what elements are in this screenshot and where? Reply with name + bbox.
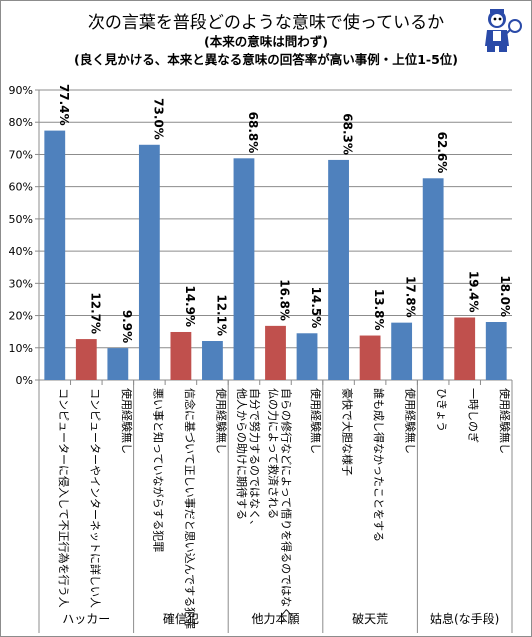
bar bbox=[138, 144, 160, 380]
category-label: コンピューターやインターネットに詳しい人 bbox=[88, 388, 102, 608]
y-tick-label: 60% bbox=[9, 181, 33, 194]
y-tick-label: 40% bbox=[9, 245, 33, 258]
category-label: 使用経験無し bbox=[120, 388, 134, 454]
bar bbox=[422, 178, 444, 380]
chart-subtitle: (本来の意味は問わず) bbox=[204, 34, 328, 49]
data-label: 17.8% bbox=[404, 276, 418, 318]
group-label: 確信犯 bbox=[163, 611, 199, 626]
y-tick-label: 0% bbox=[16, 374, 33, 387]
category-label: 使用経験無し bbox=[214, 388, 228, 454]
bar bbox=[485, 322, 507, 380]
data-label: 77.4% bbox=[57, 84, 71, 126]
category-label: 仏の力によって救済される bbox=[267, 388, 281, 519]
data-label: 12.7% bbox=[88, 292, 102, 334]
data-label: 68.3% bbox=[341, 113, 355, 155]
bar bbox=[328, 159, 349, 380]
y-tick-label: 50% bbox=[9, 213, 33, 226]
data-label: 18.0% bbox=[498, 275, 512, 317]
group-label: ハッカー bbox=[62, 612, 110, 626]
bar bbox=[391, 322, 413, 380]
data-label: 14.5% bbox=[309, 287, 323, 329]
data-label: 16.8% bbox=[278, 279, 292, 321]
data-label: 19.4% bbox=[467, 271, 481, 313]
category-label: 使用経験無し bbox=[309, 388, 323, 454]
y-tick-label: 80% bbox=[9, 116, 33, 129]
category-label: ひきょう bbox=[435, 388, 448, 432]
y-tick-label: 90% bbox=[9, 84, 33, 97]
bar bbox=[233, 158, 255, 380]
y-tick-label: 30% bbox=[9, 277, 33, 290]
bar bbox=[265, 325, 286, 380]
bar bbox=[170, 331, 192, 380]
category-label: 自分で努力するのではなく、 bbox=[248, 388, 262, 531]
category-label: 使用経験無し bbox=[404, 388, 418, 454]
category-label: 悪い事と知っていながらする犯罪 bbox=[151, 388, 165, 552]
chart-subtitle-detail: (良く見かける、本来と異なる意味の回答率が高い事例・上位1-5位) bbox=[73, 52, 458, 67]
group-label: 姑息(な手段) bbox=[430, 611, 499, 626]
category-label: 使用経験無し bbox=[498, 388, 512, 454]
bar bbox=[44, 130, 66, 380]
group-label: 他力本願 bbox=[251, 612, 299, 626]
data-label: 73.0% bbox=[151, 98, 165, 140]
group-label: 破天荒 bbox=[352, 611, 388, 626]
data-label: 14.9% bbox=[183, 285, 197, 327]
data-label: 9.9% bbox=[120, 310, 134, 343]
mascot-icon bbox=[485, 9, 522, 52]
bar bbox=[296, 333, 318, 380]
chart-title: 次の言葉を普段どのような意味で使っているか bbox=[87, 13, 445, 33]
bar bbox=[75, 339, 97, 380]
data-label: 13.8% bbox=[372, 289, 386, 331]
category-label: 誰も成し得なかったことをする bbox=[372, 388, 386, 542]
category-label: 他人からの助けに期待する bbox=[235, 388, 249, 520]
category-label: 一時しのぎ bbox=[467, 388, 481, 443]
category-label: 豪快で大胆な様子 bbox=[341, 388, 355, 476]
category-label: 自らの修行などによって悟りを得るのではなく、 bbox=[280, 388, 294, 629]
category-label: 信念に基づいて正しい事だと思い込んでする犯罪 bbox=[183, 388, 197, 629]
data-label: 62.6% bbox=[435, 132, 449, 174]
data-label: 68.8% bbox=[246, 112, 260, 154]
bar bbox=[454, 317, 476, 380]
bar bbox=[202, 341, 223, 380]
data-label: 12.1% bbox=[214, 294, 228, 336]
category-label: コンピューターに侵入して不正行為を行う人 bbox=[57, 388, 71, 608]
bar bbox=[107, 348, 129, 380]
y-tick-label: 70% bbox=[9, 148, 33, 161]
y-tick-label: 20% bbox=[9, 310, 33, 323]
bar bbox=[359, 335, 381, 380]
y-tick-label: 10% bbox=[9, 342, 33, 355]
